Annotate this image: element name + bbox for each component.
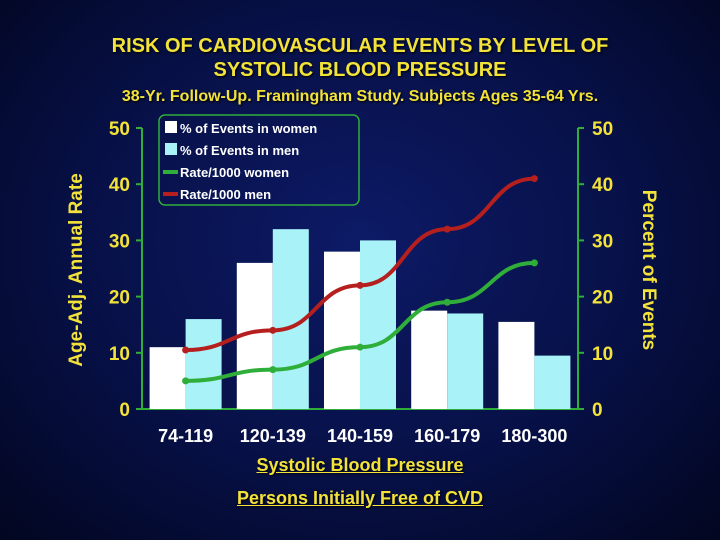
- point-women: [182, 377, 190, 385]
- bar-men: [447, 313, 484, 409]
- right-tick-label: 10: [592, 344, 613, 365]
- category-label: 120-139: [240, 426, 306, 446]
- right-axis-title: Percent of Events: [638, 190, 659, 351]
- point-men: [269, 326, 277, 334]
- chart-subtitle: 38-Yr. Follow-Up. Framingham Study. Subj…: [121, 88, 599, 105]
- point-men: [356, 281, 364, 289]
- line-women: [183, 260, 537, 383]
- legend-label: Rate/1000 women: [180, 165, 289, 180]
- legend: % of Events in women % of Events in men Ra…: [158, 114, 360, 206]
- category-label: 160-179: [414, 426, 480, 446]
- chart-title: RISK OF CARDIOVASCULAR EVENTS BY LEVEL O…: [111, 35, 609, 57]
- footnote: Persons Initially Free of CVD: [236, 488, 484, 508]
- x-axis-label: Systolic Blood Pressure: [256, 455, 464, 475]
- legend-label: Rate/1000 men: [180, 187, 271, 202]
- bar-men: [534, 355, 571, 409]
- point-women: [530, 259, 538, 267]
- left-tick-label: 20: [109, 288, 130, 309]
- legend-box: [158, 114, 360, 206]
- bar-men: [360, 240, 396, 409]
- point-men: [182, 346, 190, 354]
- point-men: [443, 225, 451, 233]
- right-tick-label: 0: [592, 400, 603, 421]
- left-tick-label: 0: [119, 400, 130, 421]
- left-tick-label: 10: [109, 344, 130, 365]
- legend-label: % of Events in men: [180, 143, 299, 158]
- point-women: [269, 366, 277, 374]
- bar-women: [498, 321, 535, 409]
- point-women: [443, 298, 451, 306]
- right-tick-label: 40: [592, 175, 613, 196]
- bar-women: [324, 251, 360, 409]
- left-tick-label: 30: [109, 231, 130, 252]
- left-tick-label: 50: [109, 119, 130, 140]
- right-tick-label: 50: [592, 119, 613, 140]
- left-axis-title: Age-Adj. Annual Rate: [66, 173, 87, 367]
- right-tick-label: 30: [592, 231, 613, 252]
- category-label: 180-300: [501, 426, 567, 446]
- chart: 0 0 10 10 20 20 30 30 40 40 50 50 74-119 120-139 140-1…: [66, 114, 659, 446]
- legend-label: % of Events in women: [180, 121, 317, 136]
- point-women: [356, 343, 364, 351]
- point-men: [530, 175, 538, 183]
- bar-women: [149, 347, 186, 409]
- legend-swatch: [165, 121, 177, 133]
- category-label: 74-119: [158, 426, 213, 446]
- chart-title-line2: SYSTOLIC BLOOD PRESSURE: [213, 59, 507, 81]
- left-tick-label: 40: [109, 175, 130, 196]
- bar-men: [185, 319, 222, 409]
- legend-swatch: [165, 143, 177, 155]
- bar-women: [411, 310, 448, 409]
- category-label: 140-159: [327, 426, 393, 446]
- right-tick-label: 20: [592, 288, 613, 309]
